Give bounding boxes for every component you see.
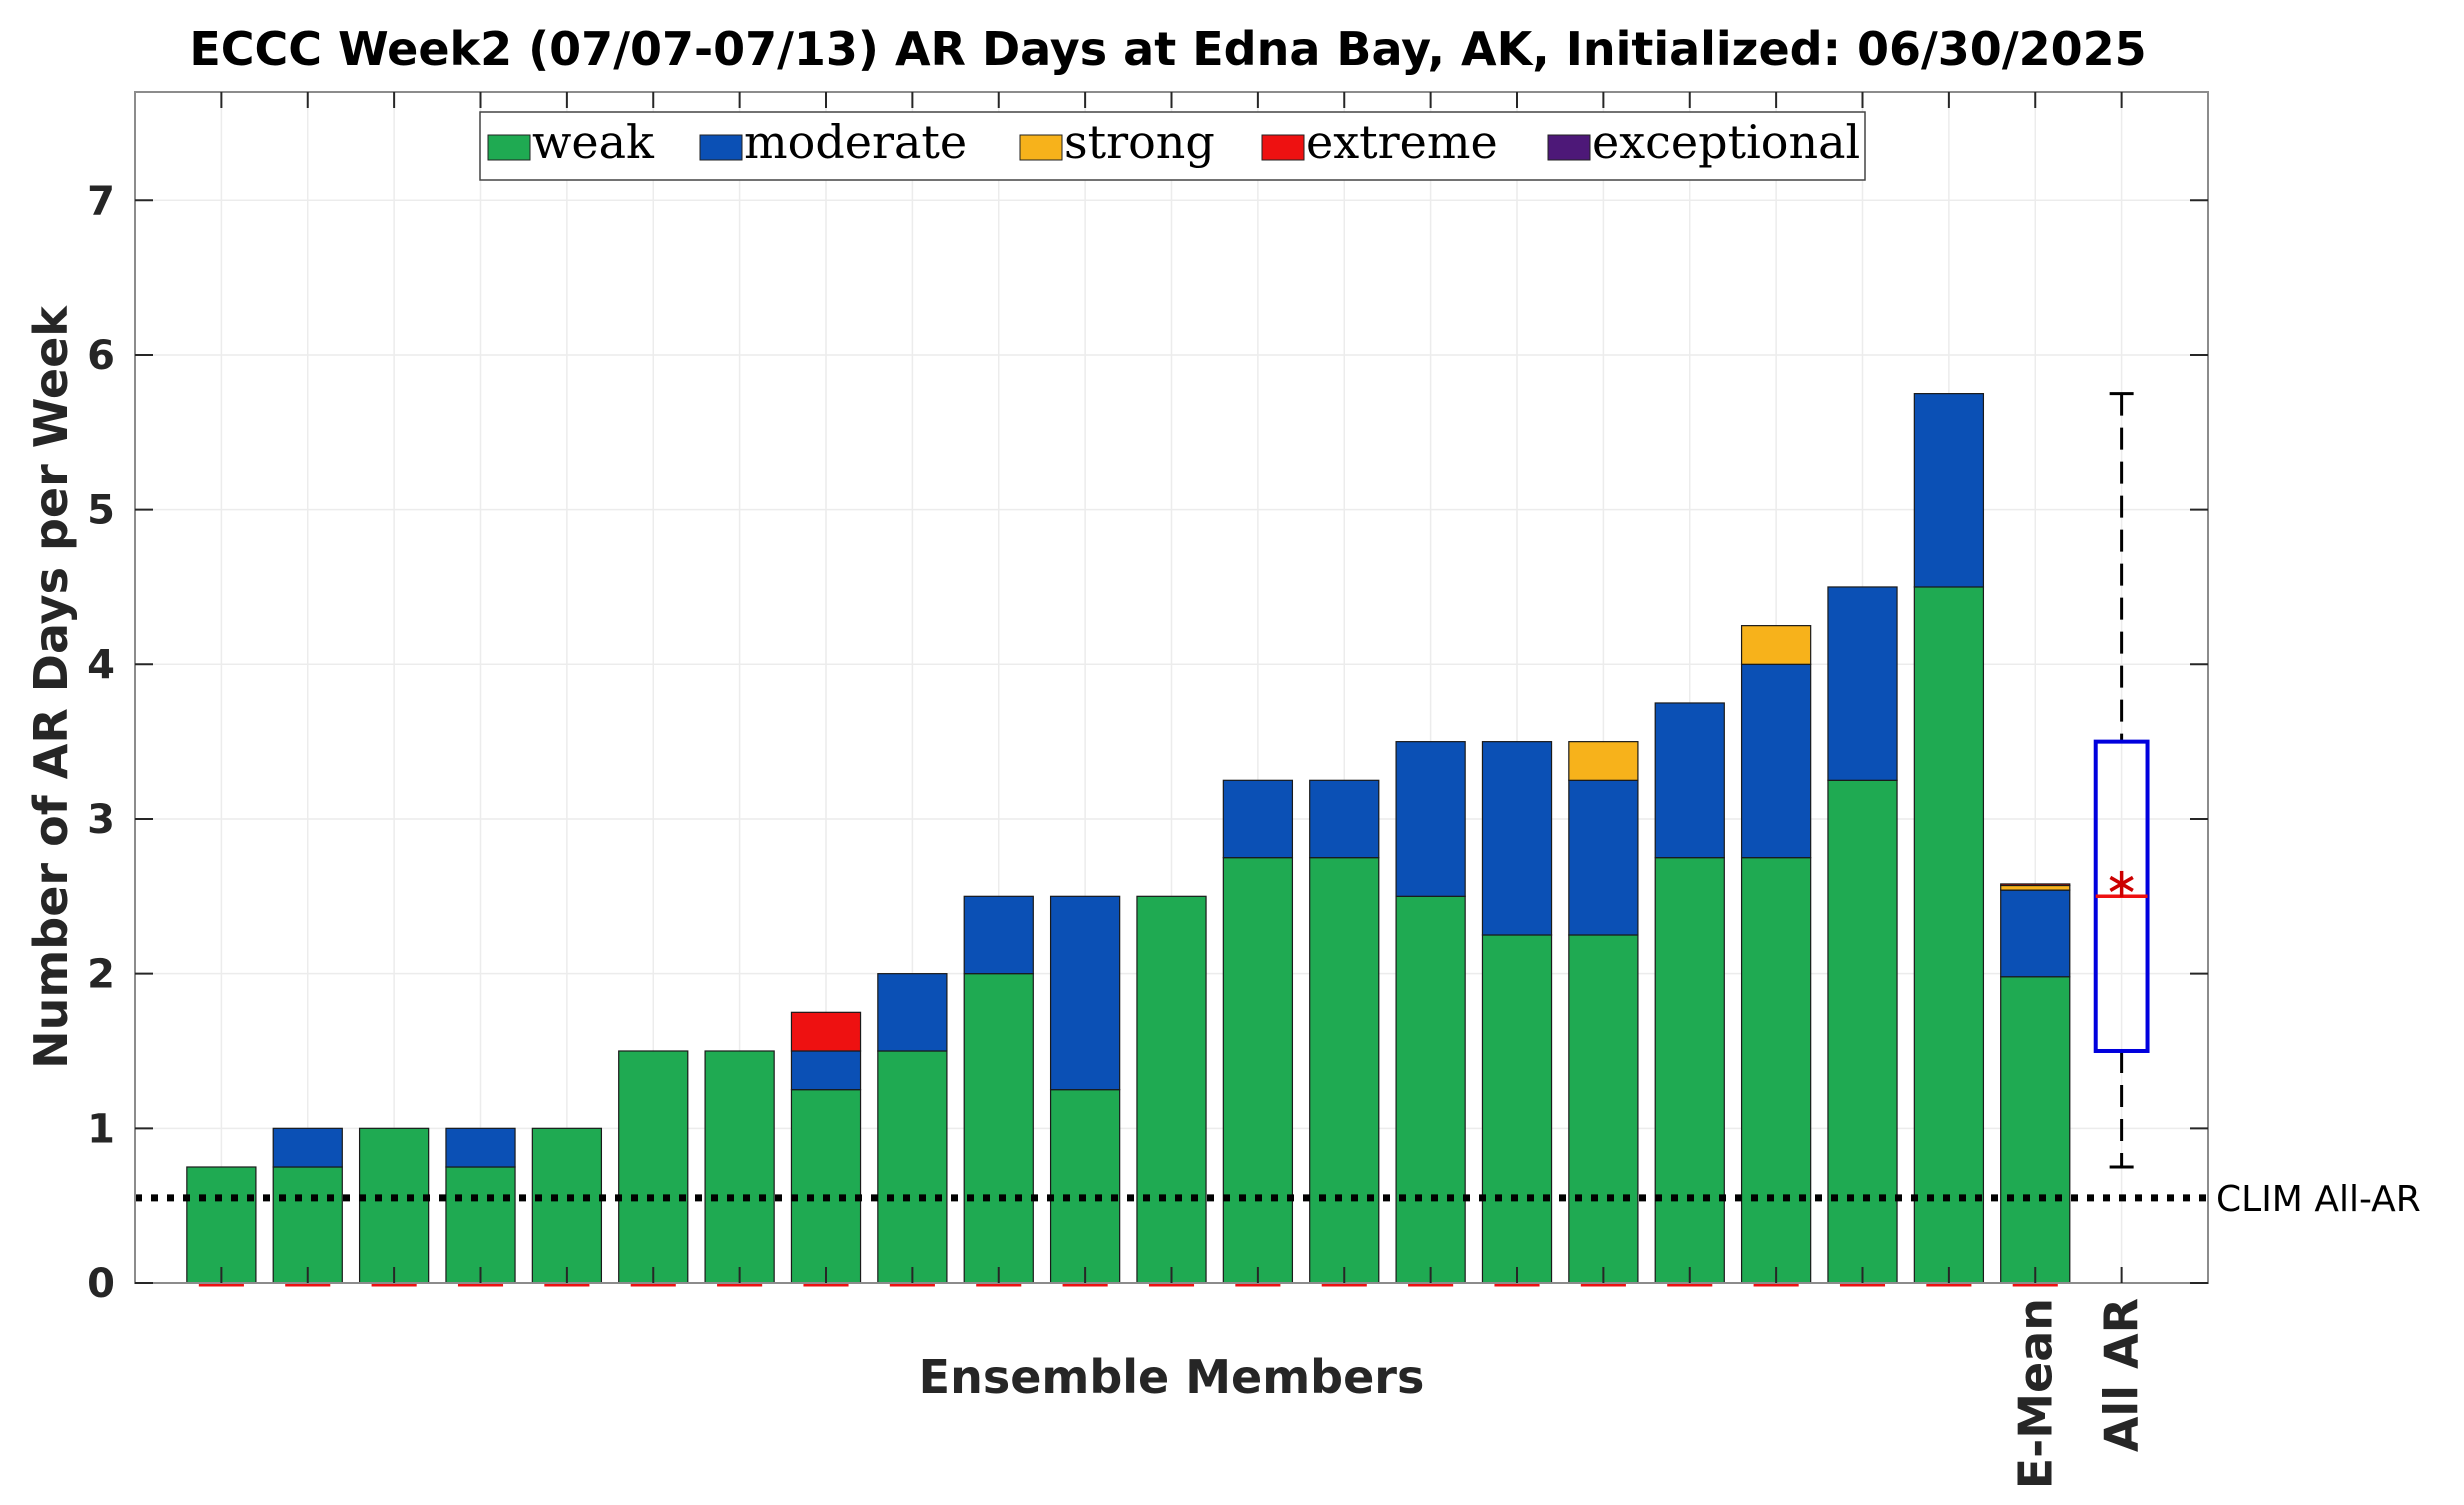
legend-swatch-exceptional	[1547, 134, 1591, 161]
legend-swatch-moderate	[699, 134, 743, 161]
bar-segment-strong	[1740, 625, 1812, 665]
bar-segment-weak	[1913, 586, 1985, 1284]
y-tick-label: 4	[87, 642, 115, 688]
bar-segment-moderate	[1827, 586, 1898, 781]
clim-line-label: CLIM All-AR	[2216, 1179, 2421, 1220]
x-axis-category-labels: E-Mean All AR	[2008, 1298, 2148, 1489]
bar-segment-weak	[1827, 779, 1898, 1284]
bar-segment-moderate	[1395, 741, 1466, 897]
bar-segment-moderate	[1654, 702, 1725, 859]
bar-segment-moderate	[963, 895, 1034, 975]
legend: weak moderate strong extreme exceptional	[479, 111, 1866, 181]
bar-segment-weak	[1740, 857, 1812, 1284]
y-tick-label: 1	[87, 1106, 115, 1152]
bar-segment-weak	[704, 1050, 775, 1284]
bar-segment-moderate	[1568, 779, 1639, 936]
bar-segment-weak	[2000, 976, 2071, 1284]
bar-segment-weak	[790, 1089, 862, 1284]
mean-asterisk-marker	[2109, 870, 2134, 897]
y-tick-label: 0	[87, 1261, 115, 1307]
mean-asterisk-stroke	[2109, 875, 2134, 892]
legend-label-strong: strong	[1064, 115, 1215, 169]
bar-segment-weak	[963, 973, 1034, 1284]
legend-swatch-strong	[1019, 134, 1063, 161]
bar-segment-moderate	[1913, 393, 1985, 588]
bar-segment-moderate	[1049, 895, 1121, 1091]
x-category-label: E-Mean	[2008, 1298, 2062, 1489]
chart-title: ECCC Week2 (07/07-07/13) AR Days at Edna…	[189, 22, 2146, 76]
bar-segment-moderate	[2000, 889, 2071, 978]
x-category-label-all-ar: All AR	[2095, 1298, 2149, 1452]
all-ar-boxplot	[2093, 392, 2150, 1169]
bar-segment-weak	[618, 1050, 689, 1284]
bar-segment-weak	[531, 1127, 603, 1284]
bar-segment-strong	[1568, 741, 1639, 781]
bar-segment-weak	[877, 1050, 948, 1284]
legend-label-weak: weak	[532, 115, 655, 169]
bar-segment-weak	[358, 1127, 430, 1284]
bar-segment-weak	[1568, 934, 1639, 1284]
bar-stacks	[186, 393, 2071, 1287]
bar-segment-moderate	[877, 973, 948, 1052]
bar-segment-weak	[1222, 857, 1294, 1284]
bar-segment-weak	[1481, 934, 1553, 1284]
bar-segment-moderate	[1222, 779, 1294, 859]
bar-segment-extreme	[790, 1011, 862, 1052]
bar-segment-moderate	[1740, 663, 1812, 859]
bar-segment-moderate	[1309, 779, 1380, 859]
bar-segment-moderate	[1481, 741, 1553, 936]
legend-label-exceptional: exceptional	[1592, 115, 1860, 169]
legend-label-moderate: moderate	[744, 115, 967, 169]
y-tick-label: 7	[87, 178, 115, 224]
legend-swatch-extreme	[1261, 134, 1305, 161]
bar-segment-extreme	[2000, 883, 2071, 887]
legend-swatch-weak	[487, 134, 531, 161]
y-tick-label: 6	[87, 333, 115, 379]
bar-segment-weak	[1654, 857, 1725, 1284]
y-tick-label: 3	[87, 797, 115, 843]
y-tick-label: 5	[87, 488, 115, 534]
climatology-line: CLIM All-AR	[135, 1179, 2421, 1220]
bar-segment-weak	[272, 1166, 343, 1284]
bar-segment-weak	[186, 1166, 257, 1284]
bar-segment-strong	[2000, 884, 2071, 891]
bar-segment-weak	[1309, 857, 1380, 1284]
bar-segment-weak	[445, 1166, 516, 1284]
bar-segment-moderate	[272, 1127, 343, 1168]
y-tick-label: 2	[87, 952, 115, 998]
legend-label-extreme: extreme	[1306, 115, 1498, 169]
bar-segment-weak	[1049, 1089, 1121, 1284]
bar-segment-moderate	[445, 1127, 516, 1168]
bar-segment-weak	[1136, 895, 1207, 1284]
y-axis-label: Number of AR Days per Week	[24, 305, 78, 1069]
y-axis-ticks: 0 1 2 3 4 5 6 7	[87, 92, 2208, 1307]
bar-segment-weak	[1395, 895, 1466, 1284]
bar-segment-moderate	[790, 1050, 862, 1091]
x-axis-label: Ensemble Members	[919, 1350, 1425, 1404]
